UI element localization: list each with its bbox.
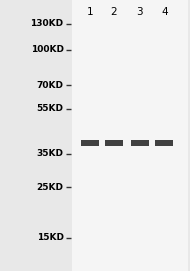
Text: 3: 3 — [136, 7, 143, 17]
Bar — [155, 140, 173, 146]
Text: 25KD: 25KD — [37, 183, 64, 192]
Bar — [81, 140, 99, 146]
Text: 35KD: 35KD — [37, 149, 64, 158]
Text: 100KD: 100KD — [31, 45, 64, 54]
Text: 55KD: 55KD — [37, 105, 64, 114]
Bar — [131, 140, 149, 146]
Bar — [105, 140, 123, 146]
Text: 4: 4 — [161, 7, 168, 17]
Text: 1: 1 — [87, 7, 93, 17]
Bar — [72, 0, 188, 271]
Text: 15KD: 15KD — [37, 233, 64, 243]
Text: 130KD: 130KD — [31, 19, 64, 28]
Text: 70KD: 70KD — [37, 80, 64, 89]
Text: 2: 2 — [111, 7, 117, 17]
